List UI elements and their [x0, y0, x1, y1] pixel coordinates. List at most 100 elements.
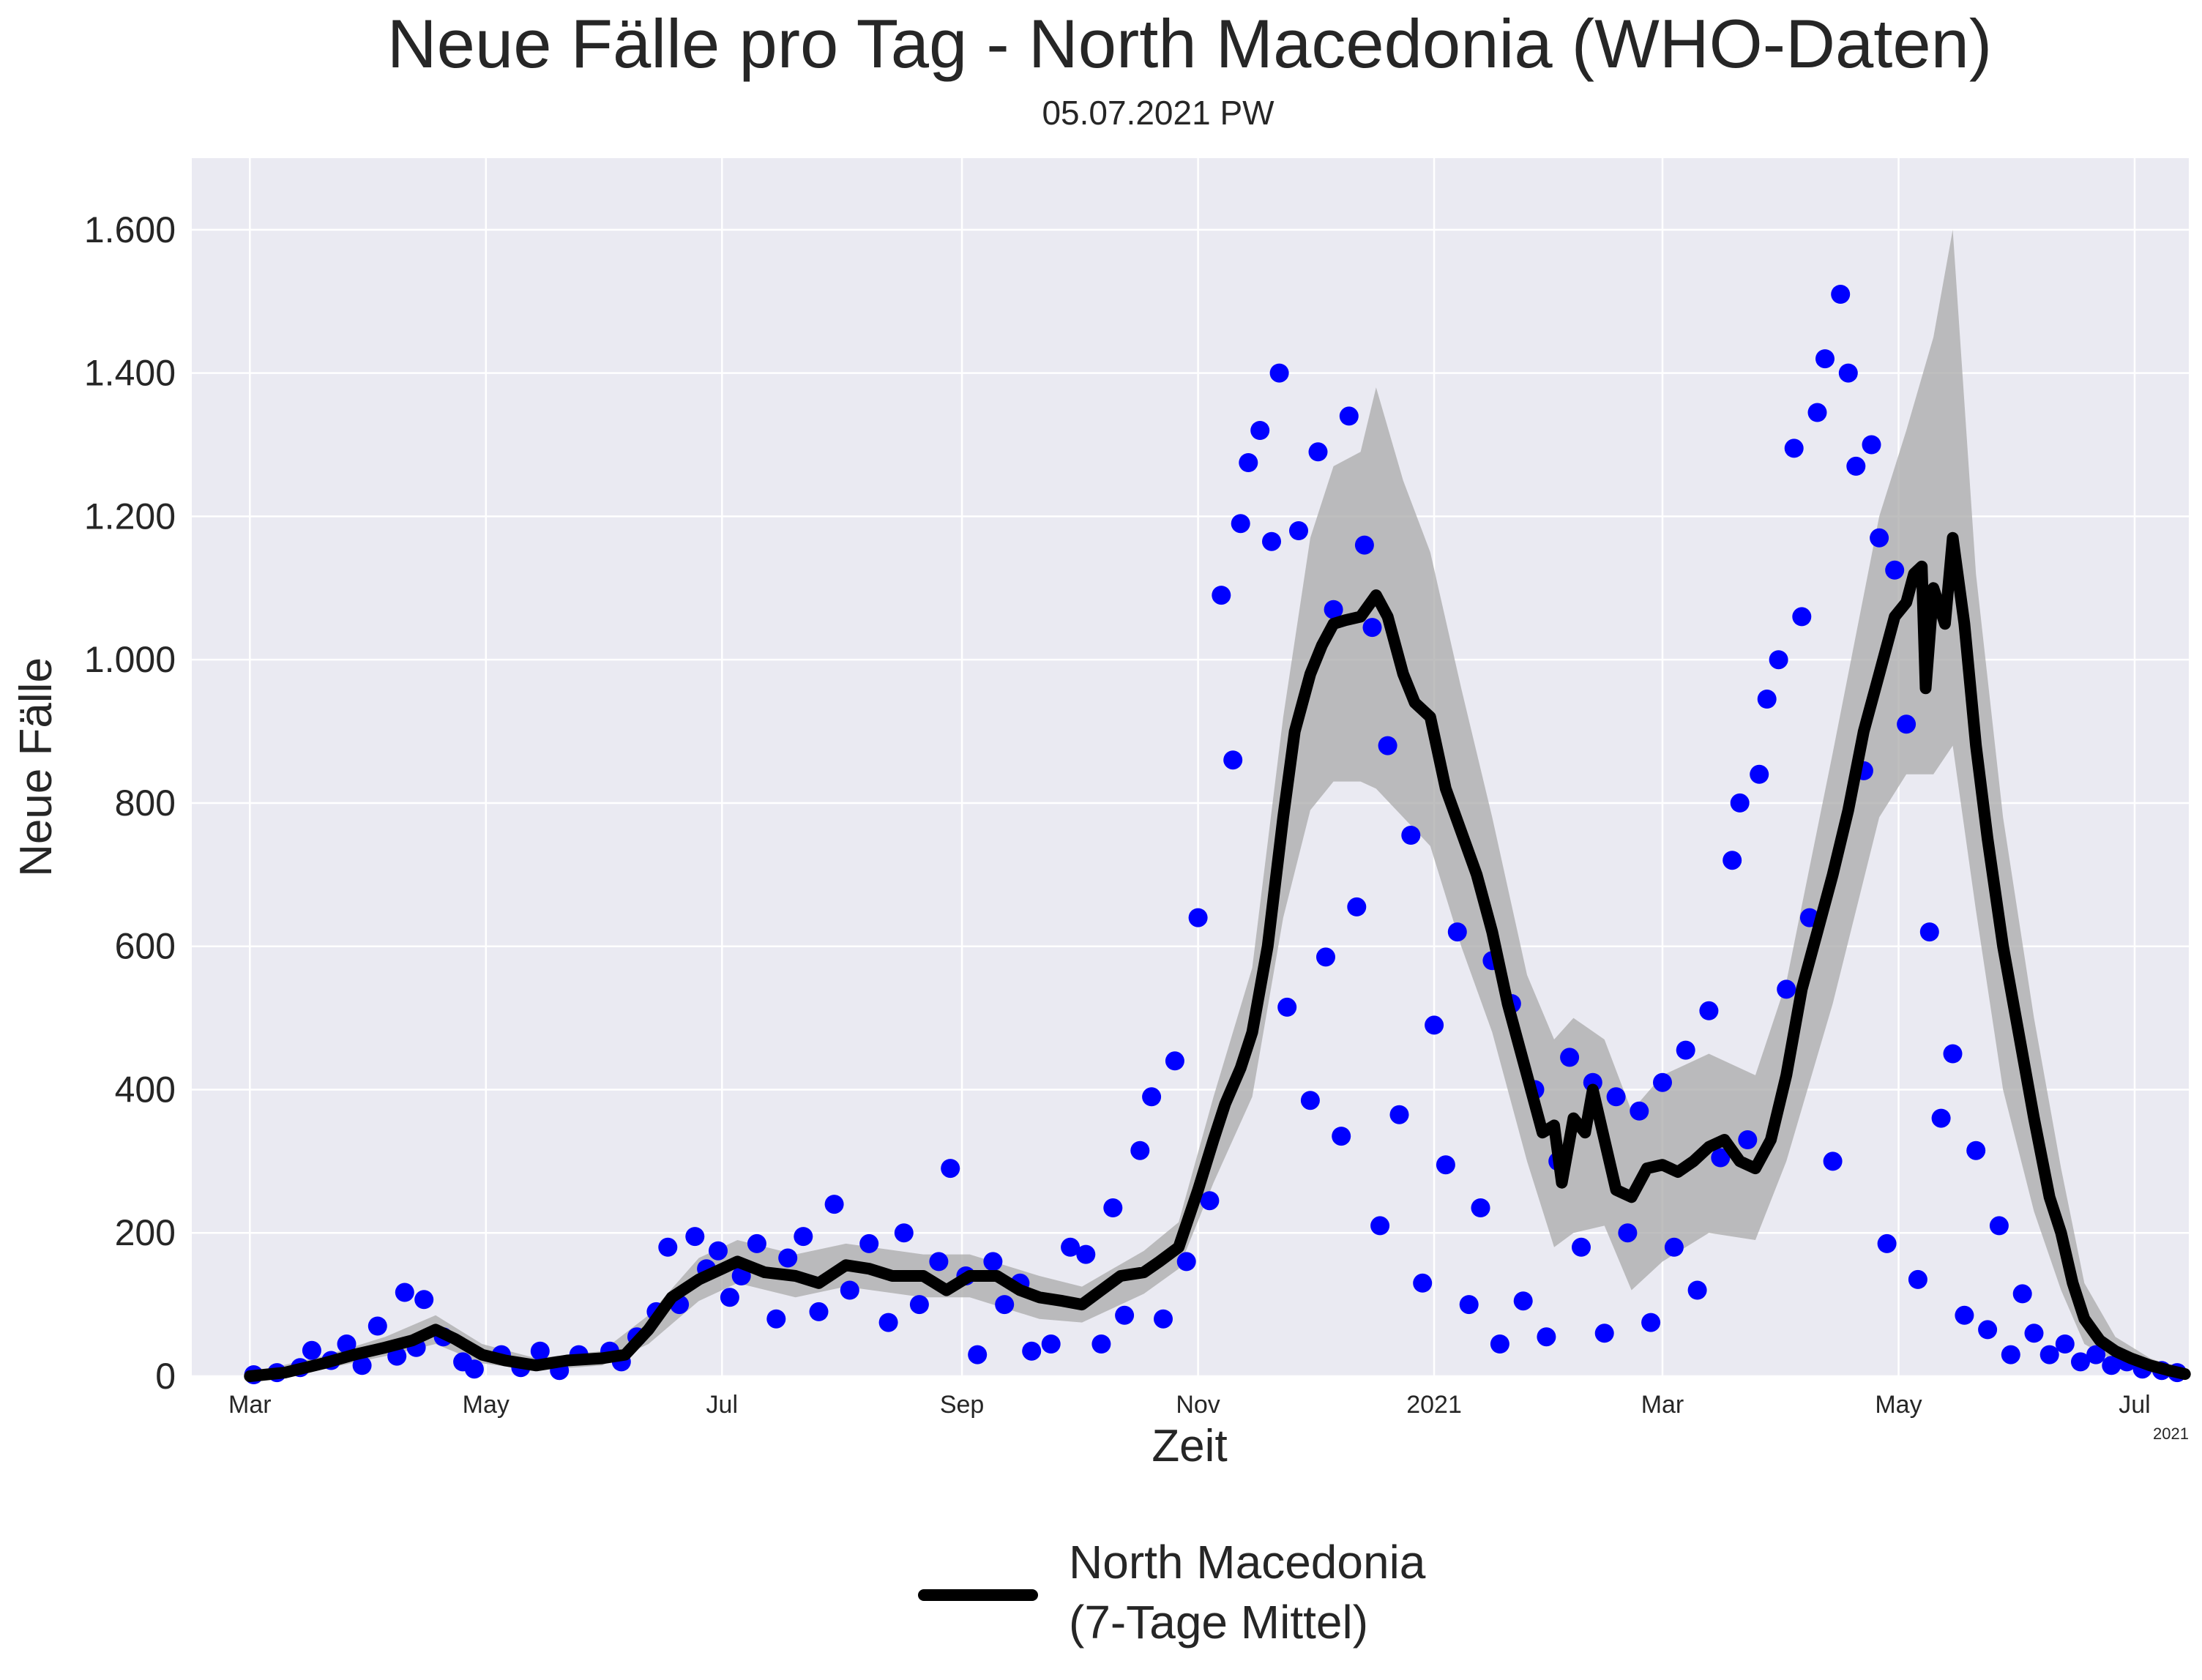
daily-case-point: [1130, 1140, 1150, 1160]
chart-subtitle: 05.07.2021 PW: [1042, 94, 1274, 132]
daily-case-point: [1223, 750, 1243, 770]
daily-case-point: [1300, 1091, 1320, 1110]
daily-case-point: [778, 1248, 798, 1268]
legend: North Macedonia (7-Tage Mittel): [918, 1536, 1426, 1649]
daily-case-point: [840, 1280, 859, 1300]
daily-case-point: [1022, 1341, 1042, 1361]
daily-case-point: [302, 1340, 321, 1360]
daily-case-point: [1815, 349, 1835, 369]
daily-case-point: [859, 1233, 879, 1253]
daily-case-point: [1041, 1334, 1061, 1354]
y-axis-label: Neue Fälle: [11, 657, 61, 877]
daily-case-point: [1115, 1305, 1135, 1325]
daily-case-point: [1200, 1191, 1220, 1211]
daily-case-point: [1769, 650, 1788, 670]
daily-case-point: [1955, 1305, 1974, 1325]
daily-case-point: [352, 1356, 372, 1375]
daily-case-point: [720, 1288, 739, 1307]
daily-case-point: [1165, 1051, 1184, 1071]
daily-case-point: [2055, 1334, 2075, 1354]
daily-case-point: [1389, 1105, 1409, 1124]
daily-case-point: [1324, 600, 1343, 619]
daily-case-point: [2001, 1345, 2020, 1364]
daily-case-point: [968, 1345, 988, 1364]
daily-case-point: [824, 1195, 844, 1214]
daily-case-point: [1711, 1148, 1731, 1168]
daily-case-point: [709, 1241, 728, 1261]
daily-case-point: [1239, 453, 1258, 472]
daily-case-point: [1919, 922, 1939, 942]
y-tick-label: 800: [115, 783, 176, 824]
daily-case-point: [1989, 1216, 2009, 1236]
daily-case-point: [1838, 363, 1858, 383]
daily-case-point: [1594, 1324, 1614, 1343]
daily-case-point: [1332, 1127, 1351, 1146]
x-tick-label: Jul: [706, 1391, 738, 1419]
daily-case-point: [414, 1290, 434, 1310]
daily-case-point: [464, 1359, 484, 1379]
daily-case-point: [1277, 997, 1297, 1017]
x-tick-labels: Mar May Jul Sep Nov 2021 Mar May Jul: [228, 1391, 2151, 1419]
daily-case-point: [1676, 1040, 1695, 1060]
daily-case-point: [1687, 1280, 1707, 1300]
daily-case-point: [2024, 1324, 2044, 1343]
daily-case-point: [1436, 1155, 1455, 1175]
daily-case-point: [1738, 1130, 1758, 1149]
y-tick-labels: 0 200 400 600 800 1.000 1.200 1.400 1.600: [84, 209, 176, 1397]
daily-case-point: [1931, 1108, 1951, 1128]
x-tick-label: Sep: [940, 1391, 985, 1419]
daily-case-point: [1723, 851, 1742, 870]
daily-case-point: [1606, 1087, 1626, 1107]
daily-case-point: [1231, 514, 1250, 534]
daily-case-point: [1471, 1198, 1490, 1217]
daily-case-point: [1362, 618, 1382, 638]
daily-case-point: [1188, 908, 1208, 927]
daily-case-point: [1823, 1151, 1843, 1171]
legend-label-line2: (7-Tage Mittel): [1069, 1596, 1368, 1649]
daily-case-point: [1908, 1269, 1927, 1289]
daily-case-point: [1316, 947, 1335, 967]
y-tick-label: 1.000: [84, 639, 176, 680]
daily-case-point: [1897, 714, 1917, 734]
daily-case-point: [1641, 1313, 1661, 1332]
y-tick-label: 1.400: [84, 353, 176, 394]
daily-case-point: [1103, 1198, 1123, 1217]
daily-case-point: [1250, 421, 1270, 440]
daily-case-point: [1176, 1252, 1196, 1272]
daily-case-point: [1966, 1140, 1986, 1160]
daily-case-point: [1862, 435, 1881, 455]
daily-case-point: [1269, 363, 1289, 383]
daily-case-point: [1807, 403, 1827, 422]
x-tick-label: Mar: [228, 1391, 272, 1419]
daily-case-point: [1289, 521, 1308, 540]
daily-case-point: [909, 1295, 929, 1315]
x-tick-label: May: [1875, 1391, 1922, 1419]
daily-case-point: [2039, 1345, 2059, 1364]
daily-case-point: [1537, 1327, 1556, 1347]
daily-case-point: [1212, 586, 1231, 605]
x-tick-label: May: [463, 1391, 510, 1419]
x-tick-label: Mar: [1641, 1391, 1684, 1419]
daily-case-point: [1490, 1334, 1509, 1354]
daily-case-point: [1750, 764, 1769, 784]
daily-case-point: [1401, 826, 1421, 845]
daily-case-point: [1142, 1087, 1162, 1107]
y-tick-label: 400: [115, 1069, 176, 1110]
daily-case-point: [766, 1309, 786, 1329]
daily-case-point: [1560, 1048, 1580, 1067]
range-band: [250, 229, 2185, 1376]
daily-case-point: [1572, 1237, 1591, 1257]
daily-case-point: [1378, 736, 1397, 755]
daily-case-point: [1076, 1244, 1096, 1264]
daily-case-point: [2012, 1284, 2032, 1304]
y-tick-label: 0: [155, 1356, 176, 1397]
daily-case-point: [1308, 442, 1328, 462]
daily-case-point: [1784, 438, 1804, 458]
daily-case-point: [878, 1313, 898, 1332]
x-tick-label: Jul: [2119, 1391, 2150, 1419]
daily-case-point: [1459, 1295, 1479, 1315]
daily-case-point: [367, 1316, 387, 1336]
daily-case-point: [929, 1252, 949, 1272]
daily-case-point: [1154, 1309, 1173, 1329]
